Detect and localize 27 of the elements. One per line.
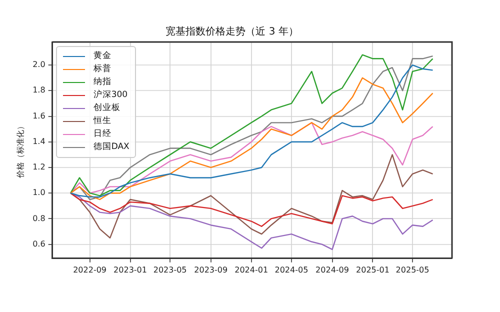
y-axis-title: 价格（标准化） bbox=[16, 122, 25, 180]
x-tick-label: 2022-09 bbox=[73, 265, 107, 274]
y-tick-label: 1.4 bbox=[32, 136, 46, 146]
legend-label: 纳指 bbox=[93, 76, 112, 89]
chart-title: 宽基指数价格走势（近 3 年） bbox=[166, 26, 298, 38]
x-tick-label: 2024-01 bbox=[234, 265, 268, 274]
y-tick-label: 1.2 bbox=[32, 162, 46, 172]
legend-label: 标普 bbox=[93, 63, 112, 76]
x-tick-label: 2024-05 bbox=[274, 265, 308, 274]
x-tick-label: 2023-01 bbox=[114, 265, 147, 274]
legend-label: 沪深300 bbox=[93, 89, 128, 102]
y-tick-label: 1.8 bbox=[32, 86, 46, 95]
x-tick-label: 2025-05 bbox=[396, 265, 430, 274]
y-tick-label: 2.0 bbox=[32, 60, 46, 70]
y-tick-label: 0.6 bbox=[32, 239, 46, 248]
y-tick-label: 1.6 bbox=[32, 111, 46, 120]
legend-label: 恒生 bbox=[93, 115, 112, 128]
legend-label: 创业板 bbox=[93, 102, 120, 115]
x-tick-label: 2023-05 bbox=[153, 265, 187, 274]
y-tick-label: 1.0 bbox=[32, 188, 46, 198]
x-tick-label: 2024-09 bbox=[316, 265, 349, 274]
y-tick-label: 0.8 bbox=[32, 214, 46, 223]
legend-label: 黄金 bbox=[93, 50, 112, 63]
legend-label: 日经 bbox=[93, 128, 112, 141]
x-tick-label: 2025-01 bbox=[356, 265, 390, 274]
legend-label: 德国DAX bbox=[93, 141, 130, 154]
x-tick-label: 2023-09 bbox=[194, 265, 228, 274]
